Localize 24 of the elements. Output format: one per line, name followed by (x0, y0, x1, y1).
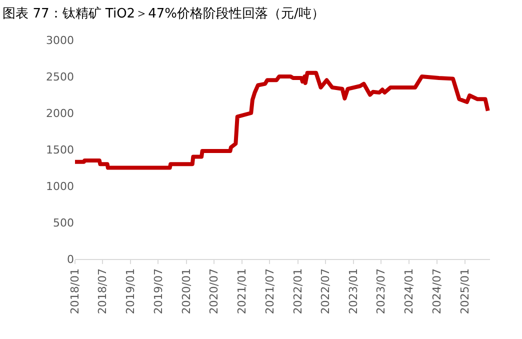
x-tick-label: 2024/01 (402, 268, 416, 314)
x-tick-label: 2023/01 (346, 268, 360, 314)
x-tick-label: 2024/07 (430, 268, 444, 314)
x-tick-label: 2019/01 (124, 268, 138, 314)
x-tick-label: 2021/01 (236, 268, 249, 314)
x-tick-label: 2020/07 (208, 268, 221, 314)
y-tick-label: 1500 (46, 143, 74, 156)
y-tick-label: 2000 (46, 106, 74, 120)
x-tick-label: 2018/07 (96, 268, 110, 314)
x-tick-label: 2023/07 (374, 268, 388, 314)
y-tick-label: 2500 (46, 70, 74, 84)
y-tick-label: 0 (67, 252, 74, 266)
x-tick-label: 2025/01 (458, 268, 472, 314)
x-tick-label: 2021/07 (263, 268, 276, 314)
y-tick-label: 3000 (46, 34, 74, 47)
x-tick-label: 2018/01 (68, 268, 82, 314)
y-tick-label: 500 (53, 216, 74, 230)
y-tick-label: 1000 (46, 180, 74, 193)
x-tick-label: 2019/07 (152, 268, 165, 314)
x-tick-label: 2022/01 (291, 268, 304, 314)
x-tick-label: 2020/01 (180, 268, 193, 314)
x-tick-label: 2022/07 (318, 268, 332, 314)
line-series (75, 70, 490, 170)
chart-title: 图表 77：钛精矿 TiO2＞47%价格阶段性回落（元/吨） (2, 6, 324, 22)
